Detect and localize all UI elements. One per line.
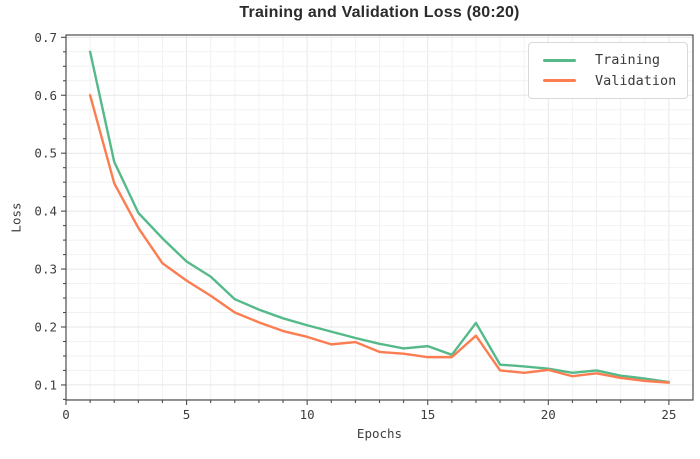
legend-label-training: Training	[595, 52, 661, 69]
training-line-swatch-icon	[543, 58, 576, 62]
y-tick-label: 0.7	[34, 30, 57, 45]
y-tick-label: 0.5	[34, 146, 57, 161]
y-tick-label: 0.3	[34, 262, 57, 277]
y-tick-label: 0.2	[34, 320, 57, 335]
y-tick-label: 0.4	[34, 204, 57, 219]
legend-label-validation: Validation	[595, 72, 677, 89]
x-tick-label: 25	[661, 407, 676, 422]
y-tick-label: 0.1	[34, 377, 57, 392]
x-tick-label: 15	[420, 407, 435, 422]
training-loss-line	[88, 50, 671, 384]
y-axis-label: Loss	[8, 202, 24, 233]
x-tick-label: 10	[300, 407, 315, 422]
x-tick-label: 5	[183, 407, 191, 422]
y-tick-label: 0.6	[34, 88, 57, 103]
validation-line-swatch-icon	[543, 79, 576, 83]
x-axis-label: Epochs	[356, 426, 403, 441]
validation-loss-line	[88, 94, 671, 384]
legend-item-training: Training	[543, 50, 675, 71]
x-tick-label: 0	[62, 407, 70, 422]
x-tick-label: 20	[541, 407, 556, 422]
chart-title: Training and Validation Loss (80:20)	[239, 4, 520, 21]
legend: Training Validation	[528, 42, 688, 99]
legend-item-validation: Validation	[543, 71, 677, 92]
